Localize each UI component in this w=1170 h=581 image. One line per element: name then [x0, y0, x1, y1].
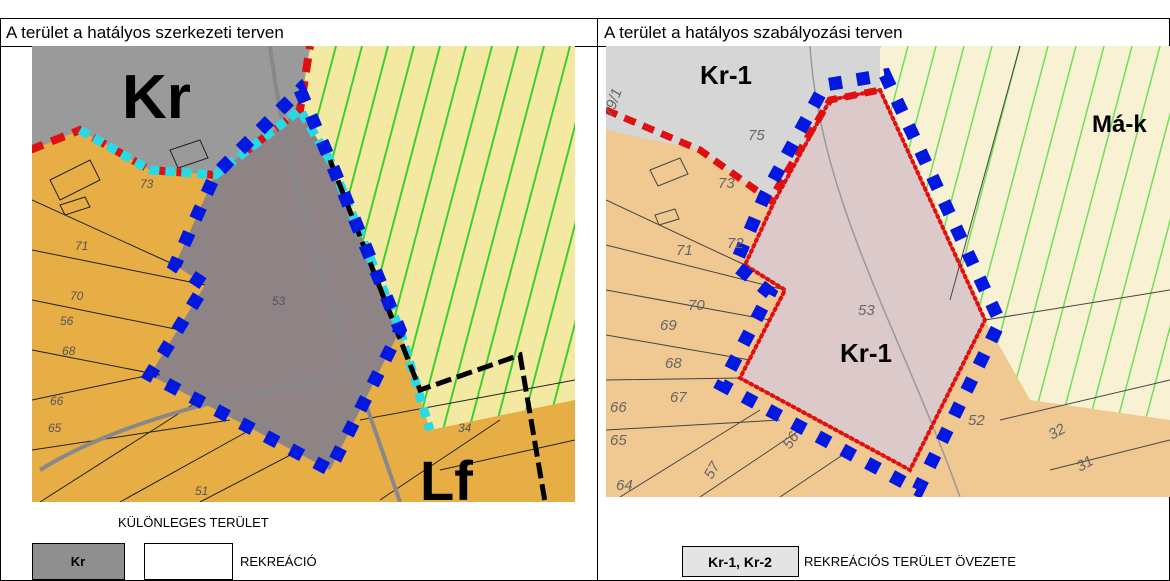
- parcel-number: 56: [60, 314, 74, 328]
- legend-code: Kr-1, Kr-2: [708, 554, 772, 570]
- parcel-number: 53: [858, 302, 875, 319]
- header-left: A terület a hatályos szerkezeti terven: [6, 23, 284, 42]
- parcel-number: 75: [748, 127, 765, 144]
- parcel-number: 53: [272, 294, 286, 308]
- parcel-number: 34: [458, 421, 472, 435]
- zone-label: Kr: [122, 63, 191, 132]
- legend-swatch: [145, 544, 233, 580]
- legend-label: REKREÁCIÓS TERÜLET ÖVEZETE: [804, 554, 1016, 569]
- parcel-number: 71: [75, 239, 88, 253]
- zone-label: Kr-1: [840, 338, 892, 368]
- parcel-number: 69: [660, 317, 677, 334]
- parcel-number: 68: [62, 344, 76, 358]
- legend-left: KÜLÖNLEGES TERÜLET Kr REKREÁCIÓ: [33, 515, 317, 580]
- parcel-number: 70: [688, 297, 705, 314]
- zone-label: Kr-1: [700, 60, 752, 90]
- parcel-number: 66: [50, 394, 64, 408]
- parcel-number: 65: [48, 421, 62, 435]
- parcel-number: 51: [195, 484, 208, 498]
- right-map: Kr-1 Kr-1 Má-k 79/1 75 73 72 71 70 69 68…: [600, 46, 1170, 502]
- parcel-number: 71: [676, 242, 693, 259]
- parcel-number: 70: [70, 289, 84, 303]
- zone-label: Má-k: [1092, 111, 1147, 138]
- parcel-number: 73: [140, 177, 154, 191]
- legend-right: Kr-1, Kr-2 REKREÁCIÓS TERÜLET ÖVEZETE: [683, 547, 1017, 577]
- parcel-number: 52: [968, 412, 985, 429]
- parcel-number: 73: [718, 175, 735, 192]
- legend-label: REKREÁCIÓ: [240, 554, 317, 569]
- page: A terület a hatályos szerkezeti terven A…: [0, 0, 1170, 581]
- parcel-number: 66: [610, 399, 627, 416]
- zone-label: Lf: [420, 449, 473, 512]
- header-right: A terület a hatályos szabályozási terven: [604, 23, 903, 42]
- legend-code: Kr: [71, 554, 85, 569]
- parcel-number: 65: [610, 432, 627, 449]
- parcel-number: 68: [665, 355, 682, 372]
- parcel-number: 64: [616, 477, 633, 494]
- parcel-number: 67: [670, 389, 687, 406]
- legend-title: KÜLÖNLEGES TERÜLET: [118, 515, 269, 530]
- parcel-number: 72: [727, 235, 744, 252]
